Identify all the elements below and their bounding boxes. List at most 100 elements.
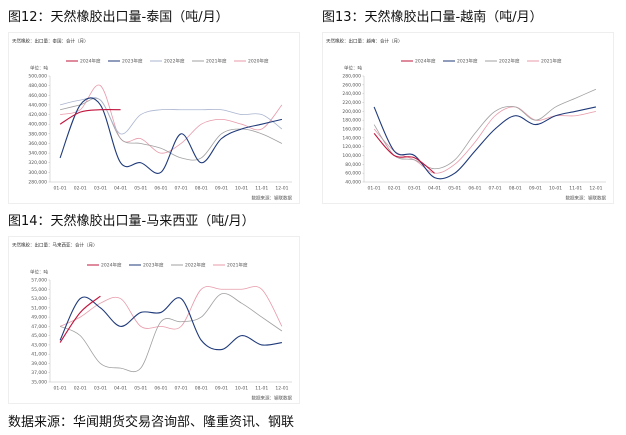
frame <box>8 32 300 204</box>
x-tick-label: 12-01 <box>275 186 288 192</box>
x-tick-label: 07-01 <box>175 186 188 192</box>
legend-label: 2023年度 <box>122 58 143 65</box>
series-line <box>373 106 597 180</box>
x-tick-label: 11-01 <box>255 386 268 392</box>
x-tick-label: 05-01 <box>134 386 147 392</box>
legend-label: 2023年度 <box>143 262 164 269</box>
series-line <box>59 293 283 373</box>
unit-label: 单位：吨 <box>30 65 48 72</box>
source-label: 数据来源：钢联数据 <box>252 195 293 202</box>
y-tick-label: 39,000 <box>31 361 47 367</box>
series-line <box>373 88 597 170</box>
legend-label: 2024年度 <box>80 58 101 65</box>
series-line <box>373 133 435 174</box>
y-tick-label: 80,000 <box>345 162 361 168</box>
legend-label: 2024年度 <box>101 262 122 269</box>
y-tick-label: 260,000 <box>342 82 361 88</box>
y-tick-label: 440,000 <box>28 102 47 108</box>
x-tick-label: 11-01 <box>255 186 268 192</box>
y-tick-label: 51,000 <box>31 305 47 311</box>
y-tick-label: 420,000 <box>28 112 47 118</box>
y-tick-label: 240,000 <box>342 91 361 97</box>
y-tick-label: 320,000 <box>28 160 47 166</box>
y-tick-label: 340,000 <box>28 151 47 157</box>
x-tick-label: 06-01 <box>154 186 167 192</box>
x-tick-label: 03-01 <box>94 386 107 392</box>
figure-title: 图12：天然橡胶出口量-泰国（吨/月） <box>8 10 229 25</box>
y-tick-label: 460,000 <box>28 93 47 99</box>
legend-label: 2022年度 <box>164 58 185 65</box>
y-tick-label: 120,000 <box>342 144 361 150</box>
y-tick-label: 200,000 <box>342 109 361 115</box>
x-tick-label: 09-01 <box>529 186 542 192</box>
x-tick-label: 03-01 <box>408 186 421 192</box>
x-tick-label: 09-01 <box>215 386 228 392</box>
x-tick-label: 02-01 <box>74 386 87 392</box>
x-tick-label: 02-01 <box>74 186 87 192</box>
y-tick-label: 57,000 <box>31 278 47 284</box>
frame <box>322 32 614 204</box>
y-tick-label: 60,000 <box>345 171 361 177</box>
source-label: 数据来源：钢联数据 <box>566 195 607 202</box>
chart-note: 天然橡胶：出口量：马来西亚：合计（月） <box>12 242 98 249</box>
series-line <box>59 97 283 135</box>
x-tick-label: 03-01 <box>94 186 107 192</box>
legend-label: 2020年度 <box>248 58 269 65</box>
x-tick-label: 04-01 <box>114 186 127 192</box>
series-line <box>59 286 283 330</box>
chart-note: 天然橡胶：出口量：越南：合计（月） <box>326 38 403 45</box>
chart-note: 天然橡胶：出口量：泰国：合计（月） <box>12 38 89 45</box>
x-tick-label: 07-01 <box>175 386 188 392</box>
x-tick-label: 08-01 <box>509 186 522 192</box>
x-tick-label: 05-01 <box>448 186 461 192</box>
y-tick-label: 37,000 <box>31 370 47 376</box>
x-tick-label: 11-01 <box>569 186 582 192</box>
x-tick-label: 08-01 <box>195 386 208 392</box>
y-tick-label: 53,000 <box>31 296 47 302</box>
x-tick-label: 09-01 <box>215 186 228 192</box>
y-tick-label: 49,000 <box>31 315 47 321</box>
x-tick-label: 05-01 <box>134 186 147 192</box>
y-tick-label: 360,000 <box>28 141 47 147</box>
x-tick-label: 10-01 <box>549 186 562 192</box>
y-tick-label: 480,000 <box>28 83 47 89</box>
unit-label: 单位：吨 <box>344 65 362 72</box>
x-tick-label: 06-01 <box>468 186 481 192</box>
y-tick-label: 45,000 <box>31 333 47 339</box>
y-tick-label: 380,000 <box>28 131 47 137</box>
y-tick-label: 55,000 <box>31 287 47 293</box>
y-tick-label: 400,000 <box>28 122 47 128</box>
series-line <box>59 295 101 343</box>
x-tick-label: 07-01 <box>489 186 502 192</box>
legend-label: 2022年度 <box>185 262 206 269</box>
y-tick-label: 41,000 <box>31 352 47 358</box>
y-tick-label: 280,000 <box>342 74 361 80</box>
figure-title: 图14：天然橡胶出口量-马来西亚（吨/月） <box>8 214 255 229</box>
y-tick-label: 220,000 <box>342 100 361 106</box>
y-tick-label: 100,000 <box>342 153 361 159</box>
x-tick-label: 01-01 <box>54 186 67 192</box>
series-line <box>59 296 282 351</box>
y-tick-label: 500,000 <box>28 74 47 80</box>
x-tick-label: 01-01 <box>368 186 381 192</box>
legend-label: 2022年度 <box>499 58 520 65</box>
series-line <box>59 109 121 125</box>
frame <box>8 236 300 404</box>
x-tick-label: 06-01 <box>154 386 167 392</box>
unit-label: 单位：吨 <box>30 269 48 276</box>
legend-label: 2024年度 <box>415 58 436 65</box>
source-label: 数据来源：钢联数据 <box>252 395 293 402</box>
y-tick-label: 40,000 <box>345 180 361 186</box>
x-tick-label: 10-01 <box>235 386 248 392</box>
figure-title: 图13：天然橡胶出口量-越南（吨/月） <box>322 10 543 25</box>
y-tick-label: 35,000 <box>31 380 47 386</box>
x-tick-label: 04-01 <box>428 186 441 192</box>
footer-source: 数据来源：华闻期货交易咨询部、隆重资讯、钢联 <box>8 415 295 430</box>
x-tick-label: 02-01 <box>388 186 401 192</box>
x-tick-label: 12-01 <box>589 186 602 192</box>
series-line <box>59 84 283 154</box>
